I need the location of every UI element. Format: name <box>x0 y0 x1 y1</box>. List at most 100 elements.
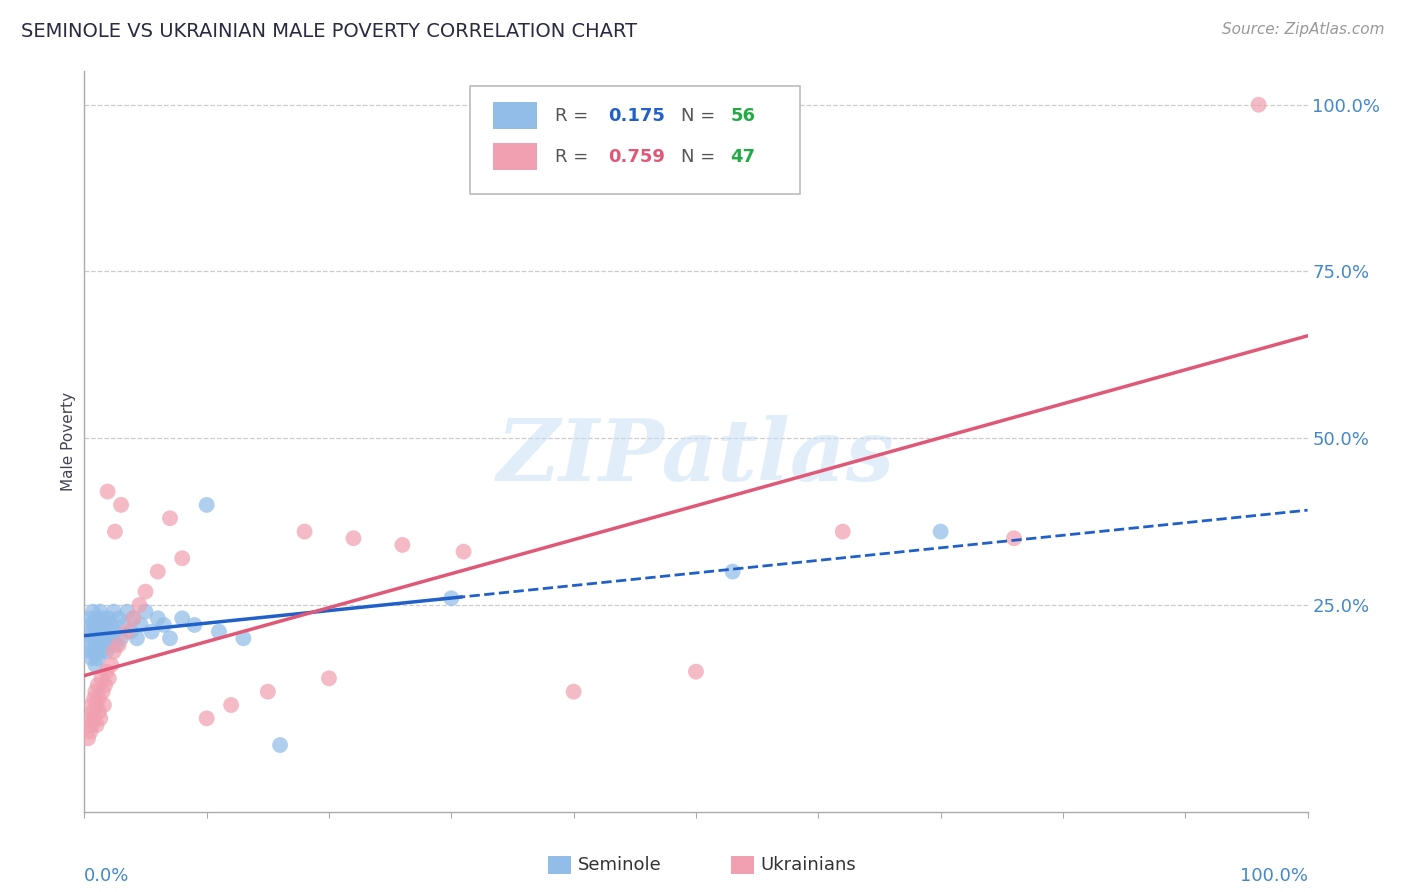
Text: SEMINOLE VS UKRAINIAN MALE POVERTY CORRELATION CHART: SEMINOLE VS UKRAINIAN MALE POVERTY CORRE… <box>21 22 637 41</box>
Point <box>1002 531 1025 545</box>
Point <box>146 611 169 625</box>
Point <box>107 638 129 652</box>
Point <box>79 724 101 739</box>
Point <box>112 618 135 632</box>
Text: 56: 56 <box>730 107 755 125</box>
Text: R =: R = <box>555 147 595 166</box>
Point <box>100 657 122 672</box>
Point <box>122 611 145 625</box>
Point <box>87 691 110 706</box>
Point <box>97 484 120 499</box>
Point <box>294 524 316 539</box>
Point <box>80 651 103 665</box>
Point <box>80 632 103 646</box>
Point <box>104 524 127 539</box>
Point <box>100 618 122 632</box>
Text: Seminole: Seminole <box>578 856 662 874</box>
Text: Ukrainians: Ukrainians <box>761 856 856 874</box>
Point <box>232 632 254 646</box>
Point <box>219 698 242 712</box>
Y-axis label: Male Poverty: Male Poverty <box>60 392 76 491</box>
Point <box>96 645 118 659</box>
Point <box>172 611 194 625</box>
Point <box>82 605 104 619</box>
Point <box>89 605 111 619</box>
Text: N =: N = <box>682 147 721 166</box>
Point <box>159 632 181 646</box>
FancyBboxPatch shape <box>494 144 537 169</box>
Point <box>93 698 115 712</box>
Point <box>98 638 121 652</box>
Text: 47: 47 <box>730 147 755 166</box>
Point <box>115 624 138 639</box>
Point <box>96 665 118 679</box>
Point <box>104 624 127 639</box>
Point <box>159 511 181 525</box>
Point <box>831 524 853 539</box>
Point <box>146 565 169 579</box>
Point <box>91 684 114 698</box>
Point <box>318 671 340 685</box>
Point <box>94 678 117 692</box>
Point <box>685 665 707 679</box>
Point <box>84 657 107 672</box>
Point <box>97 671 120 685</box>
Point <box>129 618 152 632</box>
Point <box>115 605 138 619</box>
Point <box>86 611 108 625</box>
Point <box>93 632 115 646</box>
Point <box>208 624 231 639</box>
Point <box>183 618 205 632</box>
Text: N =: N = <box>682 107 721 125</box>
Point <box>80 698 103 712</box>
Text: 100.0%: 100.0% <box>1240 867 1308 885</box>
Point <box>87 678 110 692</box>
Point <box>90 624 112 639</box>
Point <box>172 551 194 566</box>
Point <box>87 651 110 665</box>
Point <box>391 538 413 552</box>
Point <box>122 611 145 625</box>
Text: 0.175: 0.175 <box>607 107 665 125</box>
Text: R =: R = <box>555 107 595 125</box>
Text: ZIPatlas: ZIPatlas <box>496 415 896 498</box>
Point <box>83 645 105 659</box>
Point <box>77 711 100 725</box>
Point <box>79 611 101 625</box>
Point <box>135 605 157 619</box>
Point <box>562 684 585 698</box>
Point <box>107 611 129 625</box>
Point <box>110 632 132 646</box>
Point <box>125 632 148 646</box>
Point <box>342 531 364 545</box>
Point <box>86 638 108 652</box>
Point <box>929 524 952 539</box>
Point <box>120 624 142 639</box>
Point <box>135 584 157 599</box>
Point <box>79 645 101 659</box>
Point <box>82 705 104 719</box>
Point <box>83 711 105 725</box>
Point <box>94 618 117 632</box>
Text: 0.0%: 0.0% <box>84 867 129 885</box>
Point <box>87 705 110 719</box>
Point <box>257 684 280 698</box>
Point <box>97 611 120 625</box>
Point <box>89 711 111 725</box>
Point <box>83 691 105 706</box>
Point <box>86 698 108 712</box>
Point <box>91 638 114 652</box>
Point <box>77 638 100 652</box>
Point <box>84 632 107 646</box>
Point <box>87 624 110 639</box>
Point <box>141 624 163 639</box>
Point <box>195 711 218 725</box>
Point <box>1247 97 1270 112</box>
Point <box>153 618 176 632</box>
Point <box>77 618 100 632</box>
Point <box>83 618 105 632</box>
Point <box>91 611 114 625</box>
Point <box>195 498 218 512</box>
FancyBboxPatch shape <box>470 87 800 194</box>
Point <box>128 598 150 612</box>
